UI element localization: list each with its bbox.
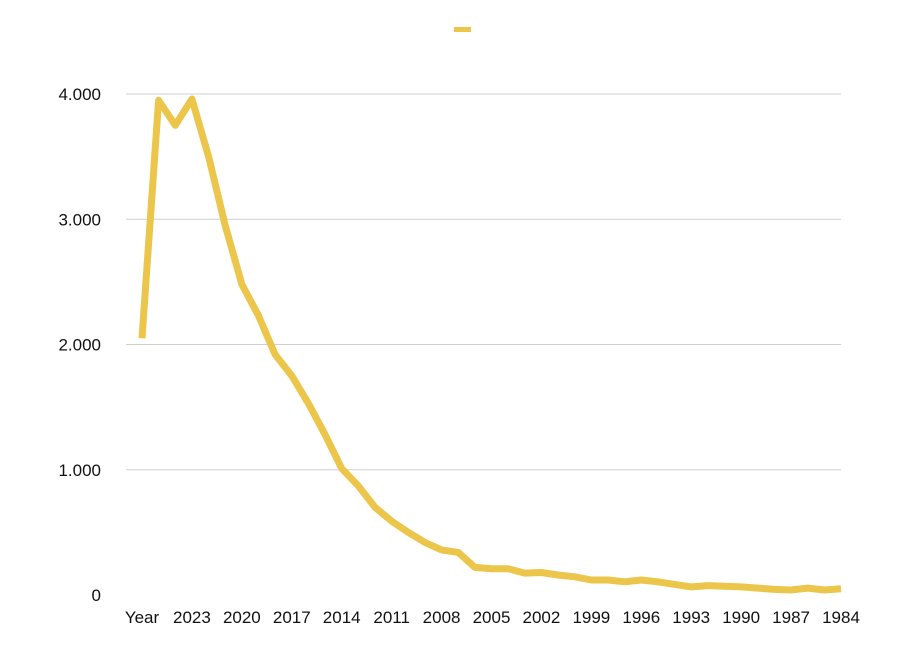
x-tick-label: 2002 [523, 608, 561, 627]
gridlines [126, 93, 841, 471]
y-tick-label: 2.000 [58, 336, 101, 355]
x-tick-label: 1990 [722, 608, 760, 627]
x-tick-label: Year [125, 608, 160, 627]
x-tick-label: 2008 [423, 608, 461, 627]
x-tick-label: 2005 [473, 608, 511, 627]
plot-area [138, 95, 842, 594]
x-tick-label: 1996 [622, 608, 660, 627]
x-tick-label: 1987 [772, 608, 810, 627]
legend-swatch [454, 27, 471, 32]
x-tick-label: 2011 [373, 608, 410, 627]
y-tick-label: 3.000 [58, 210, 101, 229]
y-tick-label: 1.000 [58, 461, 101, 480]
x-axis: Year 2023 2020 2017 2014 2011 2008 2005 2002 1999… [125, 608, 860, 627]
x-tick-label: 2017 [273, 608, 311, 627]
x-tick-label: 1993 [672, 608, 710, 627]
x-tick-label: 2014 [323, 608, 361, 627]
legend [454, 27, 471, 32]
y-axis: 0 1.000 2.000 3.000 4.000 [58, 85, 101, 605]
y-tick-label: 0 [92, 586, 101, 605]
x-tick-label: 2020 [223, 608, 261, 627]
x-tick-label: 1999 [572, 608, 610, 627]
x-tick-label: 2023 [173, 608, 211, 627]
y-tick-label: 4.000 [58, 85, 101, 104]
x-tick-label: 1984 [822, 608, 860, 627]
